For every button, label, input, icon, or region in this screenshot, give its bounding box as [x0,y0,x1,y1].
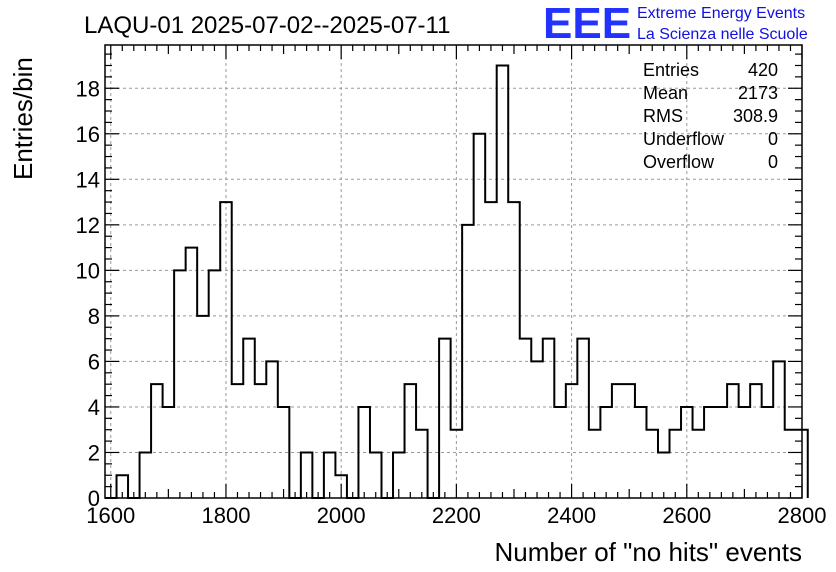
y-tick-label: 0 [88,486,100,511]
y-tick-label: 14 [76,167,100,192]
eee-logo: EEE Extreme Energy Events La Scienza nel… [543,0,808,48]
stats-label: RMS [643,106,683,126]
x-tick-label: 2600 [662,503,711,528]
y-tick-label: 16 [76,122,100,147]
x-tick-label: 1600 [86,503,135,528]
stats-value: 0 [768,129,778,149]
stats-box: Entries 420 Mean 2173 RMS 308.9 Underflow 0 Over… [643,60,778,172]
histogram-series [105,64,809,499]
y-tick-label: 8 [88,304,100,329]
eee-logo-mark: EEE [543,0,631,48]
x-tick-label: 2400 [547,503,596,528]
y-axis-title: Entries/bin [8,57,38,180]
y-tick-label: 18 [76,76,100,101]
stats-label: Underflow [643,129,725,149]
y-tick-label: 2 [88,440,100,465]
x-tick-label: 1800 [201,503,250,528]
stats-value: 0 [768,152,778,172]
axis-ticks [105,45,803,499]
stats-value: 2173 [738,83,778,103]
x-tick-label: 2200 [432,503,481,528]
y-tick-label: 12 [76,213,100,238]
stats-value: 420 [748,60,778,80]
y-tick-label: 4 [88,395,100,420]
logo-line-2: La Scienza nelle Scuole [637,26,808,43]
stats-value: 308.9 [733,106,778,126]
logo-line-1: Extreme Energy Events [637,5,805,22]
x-axis-title: Number of "no hits" events [495,537,803,567]
tick-labels: 1600 1800 2000 2200 2400 2600 2800024681012141… [76,76,827,528]
y-tick-label: 10 [76,258,100,283]
y-tick-label: 6 [88,349,100,374]
stats-label: Overflow [643,152,715,172]
stats-label: Entries [643,60,699,80]
chart-title: LAQU-01 2025-07-02--2025-07-11 [84,12,450,39]
stats-label: Mean [643,83,688,103]
x-tick-label: 2800 [778,503,827,528]
x-tick-label: 2000 [317,503,366,528]
plot-frame [104,44,803,499]
